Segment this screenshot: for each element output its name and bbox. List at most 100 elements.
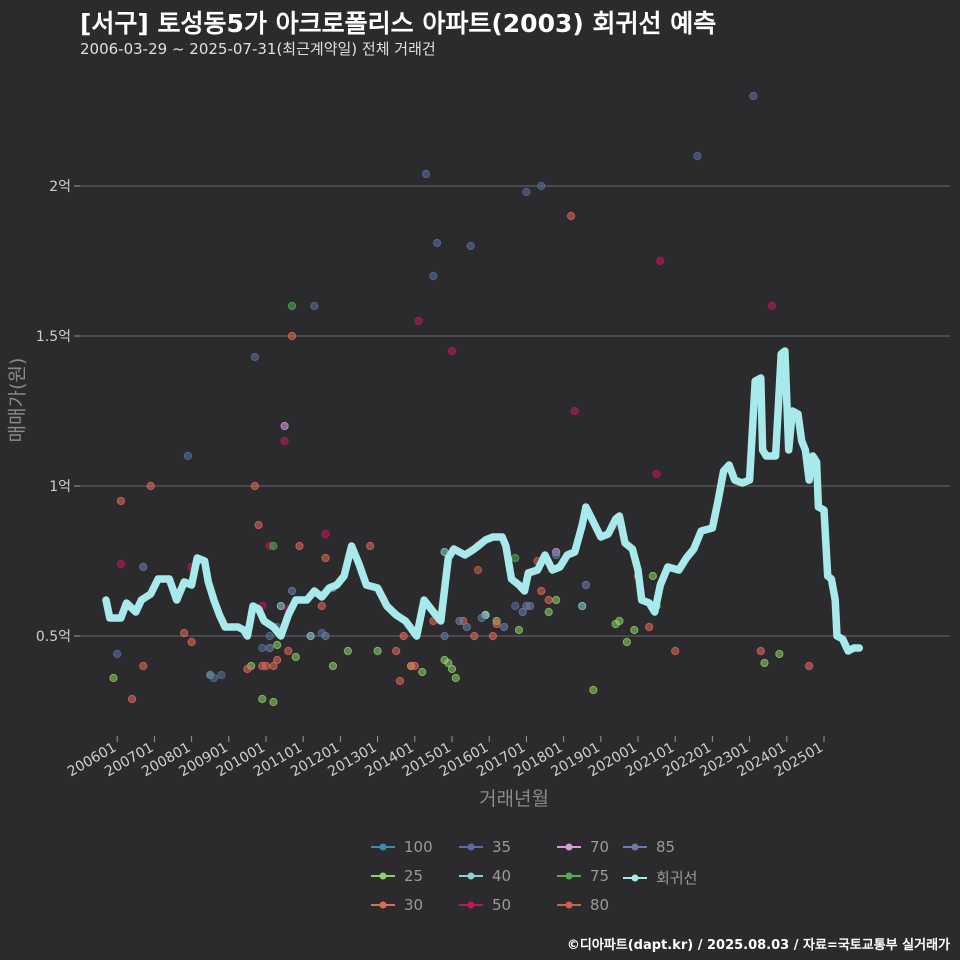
regression-line	[102, 347, 864, 655]
data-point-25	[451, 673, 460, 683]
grid-lines	[80, 185, 950, 637]
legend-label: 회귀선	[656, 869, 698, 887]
data-point-50	[321, 529, 330, 539]
legend-item-30: 30	[370, 896, 423, 914]
legend-item-100: 100	[370, 838, 433, 856]
data-point-25	[447, 664, 457, 674]
data-point-35	[522, 187, 531, 197]
data-point-85	[321, 631, 330, 641]
data-point-50	[570, 406, 579, 416]
data-point-30	[180, 628, 189, 638]
data-point-25	[418, 667, 427, 677]
data-point-35	[433, 238, 442, 248]
y-tick-label: 1억	[49, 479, 71, 495]
data-point-35	[421, 169, 431, 179]
data-point-50	[652, 469, 661, 479]
data-point-30	[250, 481, 259, 491]
legend-swatch	[371, 901, 395, 909]
data-point-35	[113, 649, 122, 659]
legend-swatch	[459, 843, 483, 851]
data-point-35	[217, 670, 226, 680]
data-point-25	[273, 640, 282, 650]
y-axis-ticks: 0.5억 1억 1.5억 2억	[36, 179, 80, 645]
data-point-30	[243, 664, 252, 674]
x-axis-label: 거래년월	[479, 788, 549, 810]
data-point-85	[440, 631, 449, 641]
data-point-85	[139, 562, 148, 572]
data-point-30	[470, 631, 479, 641]
data-point-50	[116, 559, 126, 569]
data-point-75	[511, 553, 520, 563]
data-point-35	[466, 241, 475, 251]
data-point-25	[622, 637, 631, 647]
data-point-85	[462, 622, 471, 632]
legend-label: 50	[492, 896, 512, 914]
legend-swatch	[557, 901, 581, 909]
legend-swatch	[557, 872, 581, 880]
legend-item-50: 50	[458, 896, 511, 914]
data-point-75	[269, 541, 278, 551]
data-point-35	[511, 601, 520, 611]
source-footer: ©디아파트(dapt.kr) / 2025.08.03 / 자료=국토교통부 실…	[566, 938, 950, 953]
data-point-85	[581, 580, 591, 590]
legend-label: 85	[656, 838, 676, 856]
data-point-30	[317, 601, 326, 611]
legend-item-75: 75	[556, 867, 609, 885]
chart-title: [서구] 토성동5가 아크로폴리스 아파트(2003) 회귀선 예측	[80, 9, 717, 38]
data-point-70	[280, 421, 289, 431]
data-point-85	[455, 616, 464, 626]
legend-swatch	[623, 874, 647, 881]
data-point-25	[589, 685, 598, 695]
data-point-30	[645, 622, 654, 632]
data-point-30	[273, 655, 282, 665]
data-point-30	[805, 661, 814, 671]
data-point-30	[287, 331, 297, 341]
legend-label: 25	[404, 867, 424, 885]
data-point-30	[187, 637, 196, 647]
legend-label: 75	[590, 867, 610, 885]
y-tick-label: 0.5억	[36, 629, 71, 645]
data-point-30	[399, 631, 408, 641]
y-axis-label: 매매가(원)	[6, 357, 29, 443]
data-point-30	[756, 646, 765, 656]
y-tick-label: 2억	[49, 179, 71, 195]
data-point-50	[767, 301, 777, 311]
data-point-85	[518, 607, 527, 617]
data-point-85	[477, 613, 486, 623]
data-point-35	[258, 643, 267, 653]
data-point-25	[760, 658, 769, 668]
data-point-40	[578, 601, 587, 611]
legend-label: 100	[404, 838, 433, 856]
x-axis-ticks: 2006012007012008012009012010012011012012…	[65, 736, 826, 780]
data-point-30	[139, 661, 148, 671]
y-tick-label: 1.5억	[36, 329, 71, 345]
legend-swatch	[623, 843, 647, 851]
legend-label: 40	[492, 867, 512, 885]
data-point-25	[373, 646, 382, 656]
data-point-40	[276, 601, 285, 611]
data-point-85	[552, 550, 561, 560]
data-point-40	[306, 631, 315, 641]
legend-item-40: 40	[458, 867, 511, 885]
legend-label: 80	[590, 896, 610, 914]
data-point-85	[526, 601, 535, 611]
legend-label: 30	[404, 896, 424, 914]
legend-swatch	[459, 901, 483, 909]
legend-item-35: 35	[458, 838, 511, 856]
data-point-85	[287, 586, 297, 596]
data-point-30	[544, 595, 553, 605]
data-point-25	[630, 625, 639, 635]
data-point-30	[492, 619, 501, 629]
legend-label: 70	[590, 838, 610, 856]
data-point-25	[615, 616, 624, 626]
data-point-35	[265, 631, 274, 641]
data-point-50	[656, 256, 665, 266]
data-point-30	[566, 211, 576, 221]
data-point-25	[328, 661, 338, 671]
data-point-35	[250, 352, 259, 362]
data-point-30	[395, 676, 405, 686]
legend-swatch	[459, 872, 483, 880]
legend-swatch	[557, 843, 581, 851]
scatter-points	[109, 91, 814, 707]
